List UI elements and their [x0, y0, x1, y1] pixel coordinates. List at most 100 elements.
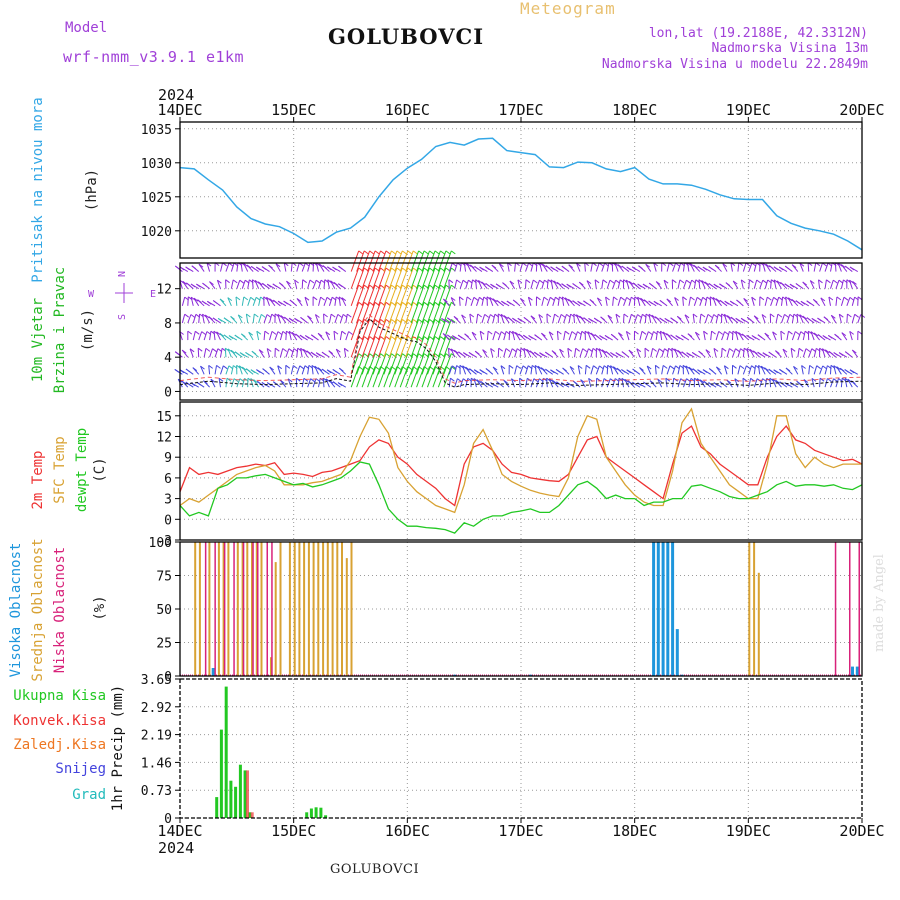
- wind-barb: [248, 331, 254, 341]
- wind-barb-feather: [735, 348, 740, 353]
- wind-barb-feather: [196, 283, 201, 288]
- wind-barb-feather: [450, 318, 456, 323]
- wind-barb-feather: [526, 348, 531, 353]
- wind-barb: [672, 365, 676, 375]
- wind-barb-feather: [822, 365, 828, 370]
- wind-barb: [251, 279, 254, 289]
- wind-barb: [662, 331, 668, 341]
- wind-barb-feather: [773, 369, 779, 374]
- wind-barb: [350, 319, 360, 341]
- wind-barb: [238, 365, 243, 375]
- wind-barb: [530, 365, 533, 375]
- wind-barb-feather: [638, 265, 643, 270]
- wind-barb-feather: [529, 350, 535, 355]
- y-tick-label: 1025: [141, 191, 172, 206]
- wind-barb: [470, 279, 473, 289]
- wind-barb: [813, 365, 818, 375]
- precip-total-bar: [305, 812, 309, 818]
- wind-barb: [203, 331, 208, 341]
- wind-barb: [388, 284, 398, 306]
- wind-barb-feather: [328, 350, 334, 355]
- wind-barb-feather: [730, 316, 736, 321]
- wind-barb: [742, 262, 747, 272]
- wind-barb: [737, 262, 740, 272]
- wind-barb: [748, 262, 753, 272]
- wind-barb: [350, 267, 360, 289]
- wind-barb-feather: [594, 279, 600, 284]
- wind-barb: [367, 284, 376, 306]
- wind-barb: [361, 353, 371, 375]
- wind-barb-feather: [239, 352, 245, 357]
- wind-barb-feather: [462, 352, 468, 357]
- cloud-mid-bar: [227, 542, 230, 676]
- wind-barb: [302, 349, 309, 358]
- wind-barb: [209, 348, 213, 358]
- wind-barb: [356, 302, 365, 324]
- wind-barb: [307, 279, 311, 289]
- wind-barb: [367, 353, 376, 375]
- wind-barb: [323, 297, 328, 306]
- wind-barb: [448, 365, 453, 375]
- wind-barb: [437, 284, 447, 306]
- wind-barb-feather: [631, 313, 636, 318]
- wind-barb: [847, 379, 853, 388]
- year-label-top: 2024: [158, 86, 194, 104]
- wind-barb: [350, 302, 360, 324]
- wind-barb-feather: [266, 283, 272, 288]
- wind-barb: [432, 284, 441, 306]
- time-tick-label-top: 18DEC: [612, 101, 657, 119]
- wind-barb-feather: [775, 379, 781, 384]
- wind-barb-feather: [326, 266, 332, 271]
- y-tick-label: 100: [149, 536, 172, 551]
- wind-barb-feather: [453, 315, 459, 320]
- wind-barb: [443, 336, 452, 358]
- wind-barb: [803, 379, 810, 388]
- wind-barb: [772, 331, 777, 341]
- wind-barb: [224, 348, 227, 358]
- wind-barb-feather: [203, 380, 208, 385]
- cloud-high-bar: [851, 666, 854, 676]
- wind-barb: [437, 250, 447, 272]
- cloud-high-bar: [671, 542, 675, 676]
- wind-barb: [601, 365, 605, 375]
- wind-barb-feather: [254, 279, 260, 284]
- cloud-high-axis-label: Visoka Oblacnost: [8, 543, 24, 678]
- wind-barb: [764, 279, 769, 289]
- wind-barb-feather: [711, 330, 716, 335]
- wind-barb-feather: [234, 334, 240, 339]
- model-name: wrf-nmm_v3.9.1 e1km: [63, 48, 245, 66]
- wind-barb: [563, 314, 567, 324]
- wind-barb: [307, 378, 312, 388]
- cloud-low-bar: [242, 542, 245, 676]
- wind-barb-feather: [769, 313, 775, 318]
- pressure-units-label: (hPa): [84, 169, 100, 211]
- wind-barb-feather: [459, 296, 464, 301]
- wind-barb: [450, 297, 456, 307]
- wind-barb-feather: [318, 263, 324, 268]
- wind-barb-feather: [190, 314, 196, 318]
- wind-barb: [399, 319, 409, 341]
- temp-units-label: (C): [92, 457, 108, 482]
- wind-barb: [481, 296, 485, 306]
- wind-barb: [824, 279, 827, 289]
- wind-barb-feather: [605, 296, 610, 301]
- wind-barb: [623, 297, 628, 306]
- wind-barb-feather: [468, 351, 474, 356]
- wind-barb-feather: [601, 349, 607, 354]
- wind-barb-feather: [296, 298, 302, 302]
- wind-barb-feather: [285, 364, 291, 369]
- wind-barb: [258, 296, 261, 306]
- wind-barb: [527, 297, 532, 306]
- wind-barb-feather: [765, 263, 771, 268]
- wind-barb: [225, 365, 230, 375]
- wind-barb-feather: [522, 334, 528, 339]
- wind-barb: [712, 297, 717, 306]
- wind-barb: [579, 331, 583, 341]
- wind-barb-feather: [666, 298, 672, 303]
- wind-barb: [361, 366, 371, 388]
- wind-barb-feather: [800, 300, 806, 305]
- wind-barb: [206, 262, 211, 272]
- wind-barb-feather: [768, 368, 774, 373]
- wind-barb: [312, 280, 317, 289]
- wind-barb-feather: [175, 265, 180, 270]
